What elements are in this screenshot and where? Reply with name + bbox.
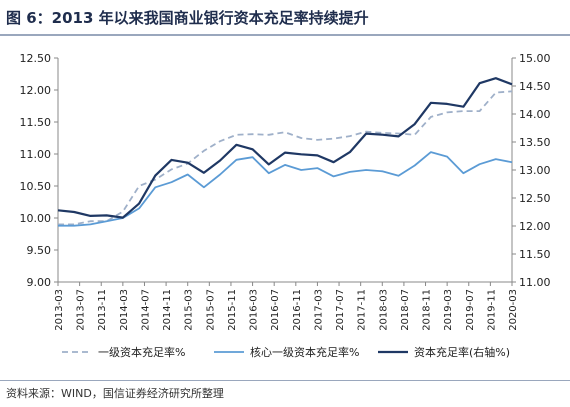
y-left-tick-label: 9.00 [27,276,52,289]
y-left-tick-label: 11.50 [20,116,52,129]
x-tick-label: 2016-07 [270,289,281,331]
x-tick-label: 2016-11 [292,289,303,331]
line-chart: 9.00 9.50 10.00 10.50 11.00 11.50 12.00 12.50 11… [20,52,551,359]
x-tick-label: 2020-03 [508,289,519,331]
legend-label: 资本充足率(右轴%) [414,345,510,359]
y-left-tick-label: 12.00 [20,84,52,97]
legend-label: 核心一级资本充足率% [250,345,359,359]
x-tick-label: 2015-03 [184,289,195,331]
x-tick-label: 2018-03 [378,289,389,331]
y-right-tick-label: 14.50 [519,80,551,93]
y-right-tick-label: 11.50 [519,248,551,261]
y-right-tick-label: 15.00 [519,52,551,65]
y-left-tick-label: 9.50 [27,244,52,257]
x-tick-label: 2019-07 [465,289,476,331]
x-tick-label: 2014-03 [119,289,130,331]
x-tick-label: 2013-03 [54,289,65,331]
figure-title: 图 6：2013 年以来我国商业银行资本充足率持续提升 [6,9,369,27]
series-line [57,77,513,219]
y-right-tick-label: 12.00 [519,220,551,233]
y-right-tick-label: 13.50 [519,136,551,149]
y-left-tick-label: 12.50 [20,52,52,65]
y-right-tick-label: 14.00 [519,108,551,121]
x-tick-label: 2015-07 [205,289,216,331]
y-right-tick-label: 11.00 [519,276,551,289]
x-tick-label: 2017-07 [335,289,346,331]
series-line [58,151,513,227]
legend-label: 一级资本充足率% [98,345,185,359]
x-tick-label: 2014-11 [162,289,173,331]
x-tick-label: 2015-11 [227,289,238,331]
x-tick-label: 2017-11 [357,289,368,331]
x-tick-label: 2018-11 [422,289,433,331]
title-bar: 图 6：2013 年以来我国商业银行资本充足率持续提升 [0,0,570,36]
y-right-tick-label: 12.50 [519,192,551,205]
x-tick-label: 2017-03 [313,289,324,331]
y-left-tick-label: 10.50 [20,180,52,193]
y-left-tick-label: 11.00 [20,148,52,161]
y-left-tick-label: 10.00 [20,212,52,225]
x-tick-label: 2016-03 [249,289,260,331]
source-divider [0,380,570,381]
y-right-tick-label: 13.00 [519,164,551,177]
series-line [58,90,513,226]
x-tick-label: 2019-03 [443,289,454,331]
x-tick-label: 2014-07 [140,289,151,331]
source-note: 资料来源：WIND，国信证券经济研究所整理 [6,387,224,400]
x-tick-label: 2019-11 [486,289,497,331]
x-tick-label: 2013-11 [97,289,108,331]
x-tick-label: 2018-07 [400,289,411,331]
x-tick-label: 2013-07 [76,289,87,331]
